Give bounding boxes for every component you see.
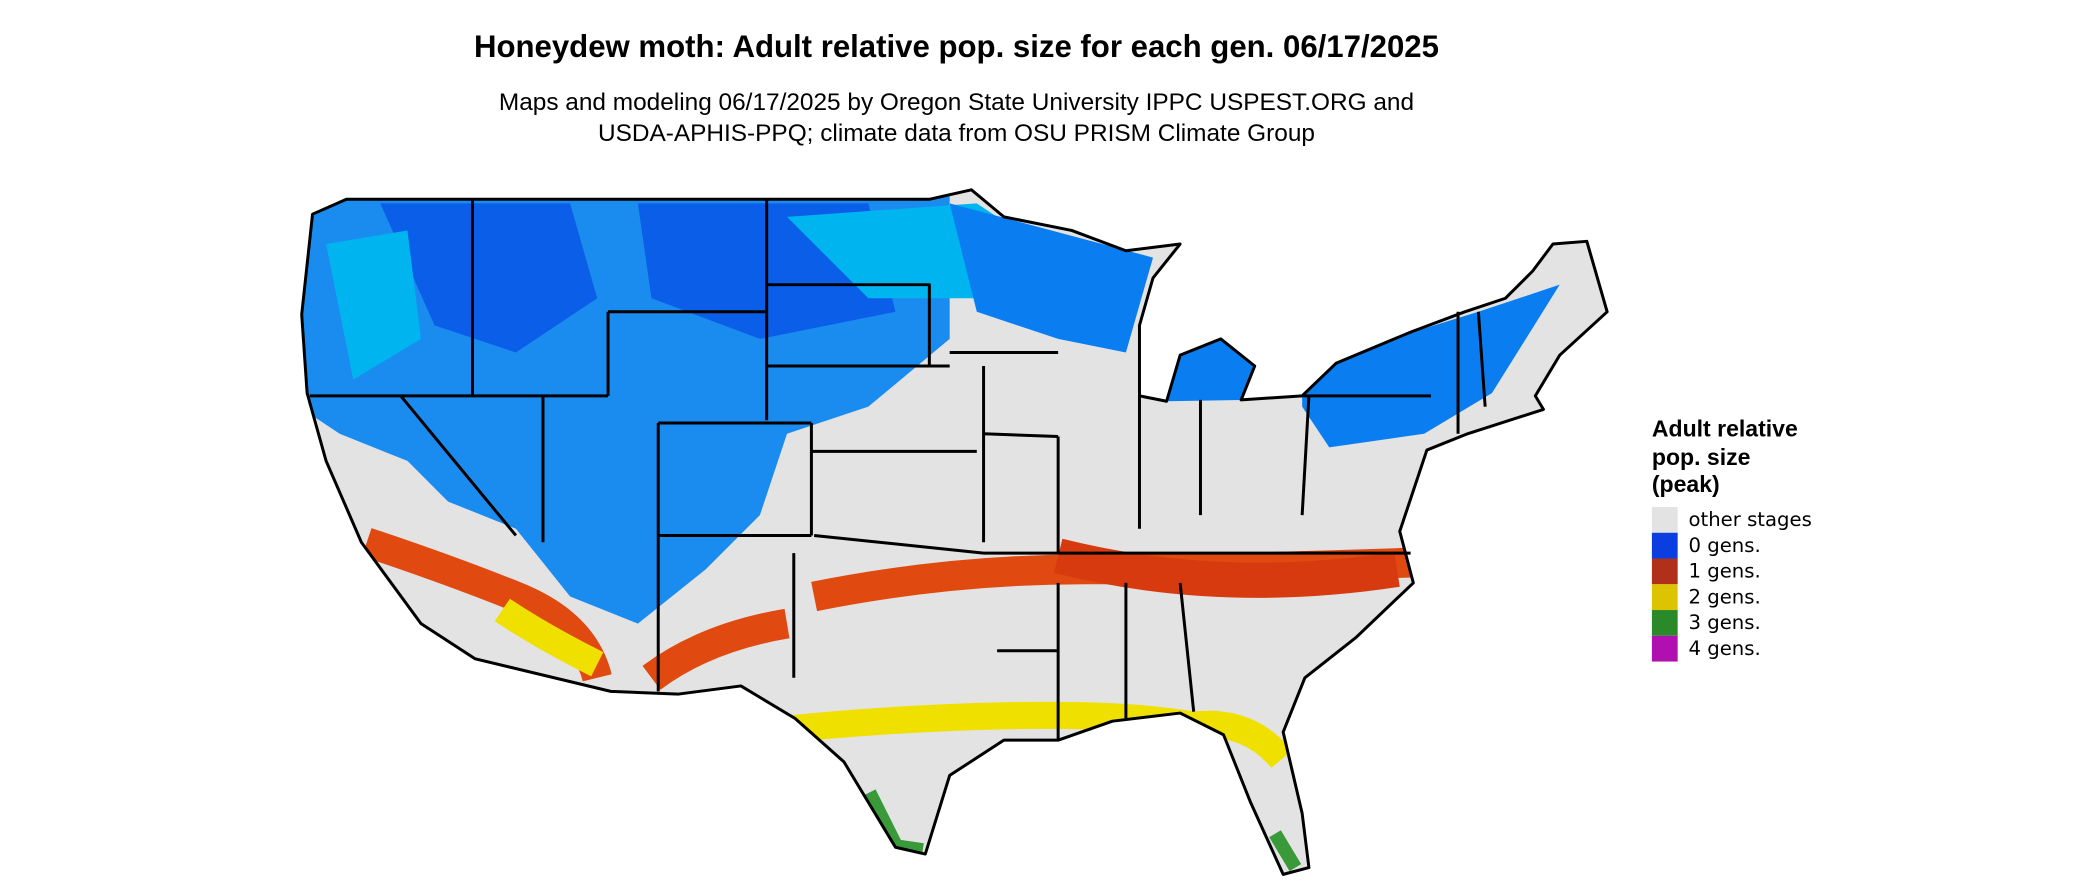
legend-title: Adult relative <box>1652 416 1798 442</box>
legend-swatch <box>1651 507 1678 533</box>
green-area <box>1269 830 1302 872</box>
legend-swatch <box>1651 584 1678 611</box>
legend-label: 2 gens. <box>1688 585 1760 608</box>
legend-label: 3 gens. <box>1688 611 1760 634</box>
legend-swatch <box>1651 635 1678 662</box>
legend-label: 0 gens. <box>1688 534 1760 557</box>
subtitle-line: USDA-APHIS-PPQ; climate data from OSU PR… <box>598 120 1315 147</box>
legend-label: 1 gens. <box>1688 560 1760 583</box>
yellow-band <box>494 598 1293 769</box>
legend-title: (peak) <box>1652 471 1720 497</box>
blue-region <box>326 203 1059 380</box>
map-area <box>301 189 1608 875</box>
subtitle-line: Maps and modeling 06/17/2025 by Oregon S… <box>499 89 1414 116</box>
map-title: Honeydew moth: Adult relative pop. size … <box>474 29 1439 64</box>
legend-swatch <box>1651 558 1678 585</box>
legend-swatch <box>1651 610 1678 636</box>
legend-label: other stages <box>1688 508 1811 531</box>
orange-band <box>1053 538 1400 598</box>
legend-label: 4 gens. <box>1688 637 1760 660</box>
blue-region <box>949 203 1560 448</box>
legend-swatch <box>1651 532 1678 559</box>
legend: Adult relative pop. size (peak) other st… <box>1651 416 1812 662</box>
state-borders <box>300 188 1609 876</box>
legend-title: pop. size <box>1652 444 1751 470</box>
